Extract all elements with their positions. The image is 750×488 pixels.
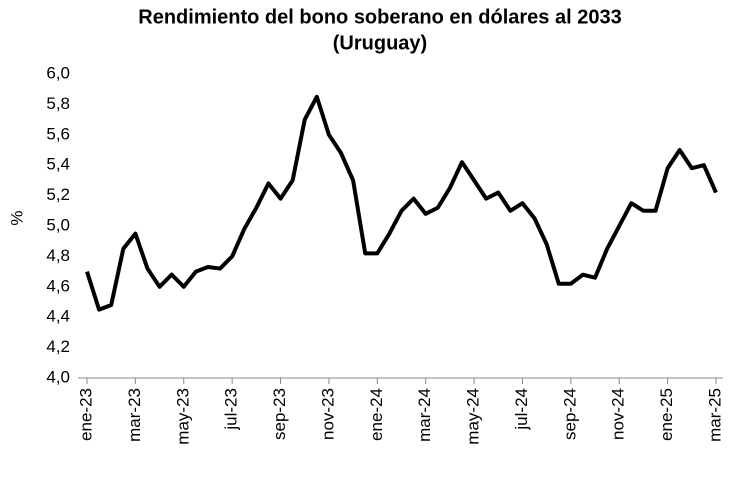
x-tick-label: ene-24 — [367, 388, 386, 441]
x-tick-label: jul-24 — [512, 388, 531, 431]
y-tick-label: 4,8 — [46, 246, 70, 265]
x-tick-label: ene-25 — [657, 388, 676, 441]
chart-title: Rendimiento del bono soberano en dólares… — [138, 6, 621, 28]
x-tick-label: jul-23 — [222, 388, 241, 431]
x-tick-label: mar-25 — [705, 388, 724, 442]
y-tick-label: 5,4 — [46, 155, 70, 174]
chart-title: (Uruguay) — [333, 32, 427, 54]
y-tick-label: 5,2 — [46, 185, 70, 204]
y-tick-label: 5,0 — [46, 215, 70, 234]
x-tick-label: sep-24 — [560, 388, 579, 440]
x-tick-label: nov-23 — [318, 388, 337, 440]
x-tick-label: mar-24 — [415, 388, 434, 442]
y-tick-label: 4,4 — [46, 307, 70, 326]
y-tick-label: 4,2 — [46, 337, 70, 356]
line-series — [85, 94, 718, 312]
y-axis-label: % — [7, 210, 26, 225]
y-tick-label: 5,6 — [46, 124, 70, 143]
x-tick-label: nov-24 — [609, 388, 628, 440]
y-tick-label: 4,0 — [46, 367, 70, 386]
y-tick-label: 4,6 — [46, 276, 70, 295]
x-tick-label: may-23 — [173, 388, 192, 445]
x-tick-label: sep-23 — [270, 388, 289, 440]
x-tick-label: mar-23 — [125, 388, 144, 442]
x-tick-label: may-24 — [464, 388, 483, 445]
x-tick-label: ene-23 — [76, 388, 95, 441]
y-tick-label: 5,8 — [46, 94, 70, 113]
y-tick-label: 6,0 — [46, 63, 70, 82]
